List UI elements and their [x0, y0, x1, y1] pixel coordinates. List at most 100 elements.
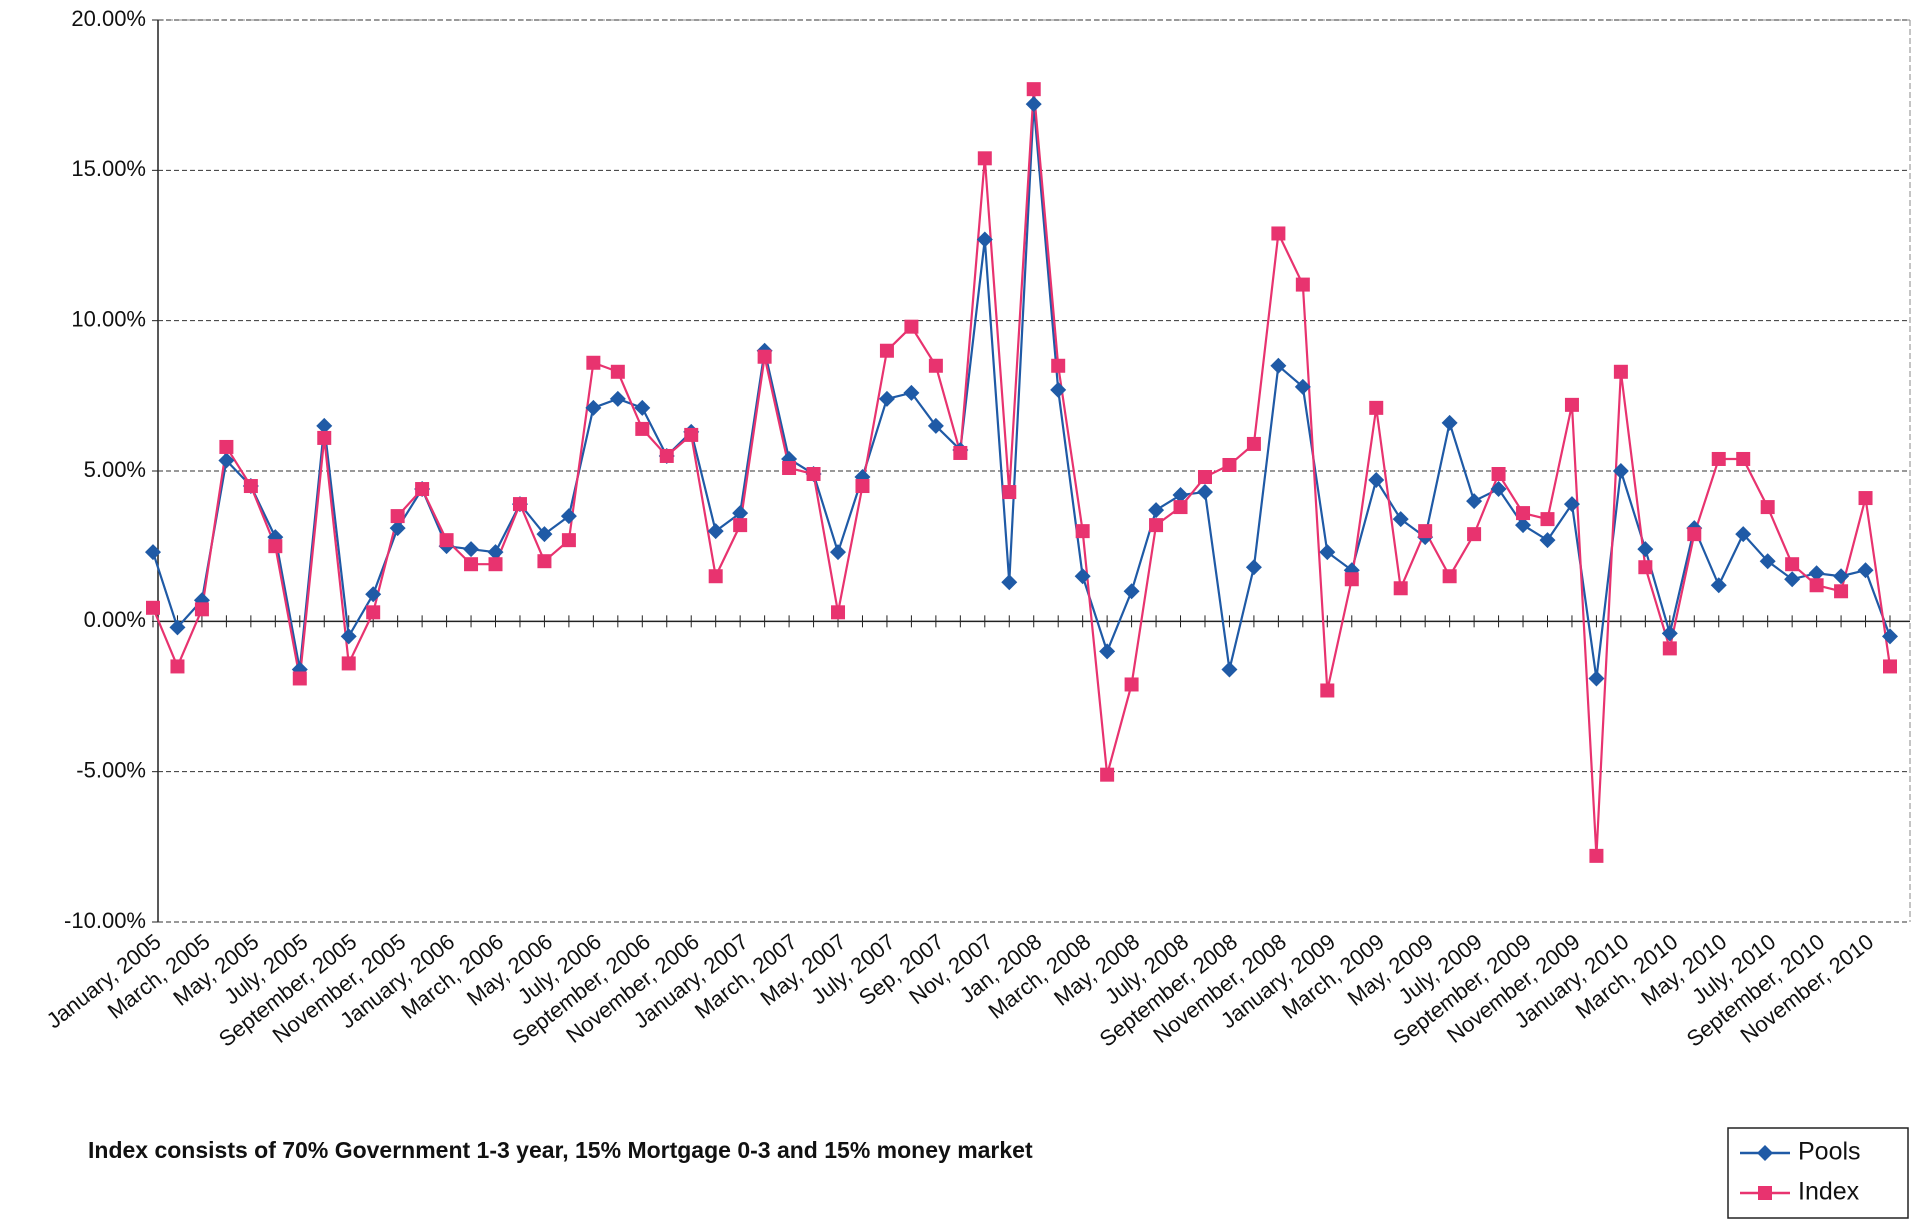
point: [1051, 358, 1066, 373]
point: [317, 430, 332, 445]
point: [904, 319, 919, 334]
point: [1271, 226, 1286, 241]
legend-label: Index: [1798, 1178, 1860, 1206]
point: [1710, 577, 1727, 594]
point: [684, 427, 699, 442]
point: [1735, 526, 1752, 543]
point: [1172, 487, 1189, 504]
point: [1882, 628, 1898, 645]
series-line: [151, 89, 1892, 856]
point: [1736, 451, 1751, 466]
point: [1320, 683, 1335, 698]
y-tick-label: 10.00%: [71, 306, 146, 331]
point: [1026, 82, 1041, 97]
point: [1442, 569, 1457, 584]
point: [1467, 527, 1482, 542]
point: [1687, 527, 1702, 542]
series-line: [151, 104, 1892, 679]
legend-box: [1727, 1127, 1909, 1219]
point: [1883, 659, 1897, 674]
point: [1393, 581, 1408, 596]
point: [1025, 96, 1042, 113]
y-tick-label: 20.00%: [71, 6, 146, 31]
point: [463, 541, 480, 558]
annotation: Index consists of 70% Government 1-3 yea…: [88, 1137, 1033, 1163]
point: [170, 659, 185, 674]
point: [1564, 397, 1579, 412]
point: [1124, 677, 1139, 692]
point: [1075, 524, 1090, 539]
point: [831, 605, 846, 620]
point: [1711, 451, 1726, 466]
point: [1369, 400, 1384, 415]
point: [1392, 511, 1409, 528]
point: [1784, 571, 1801, 588]
point: [219, 439, 234, 454]
point: [927, 417, 944, 434]
point: [1563, 496, 1580, 513]
point: [366, 605, 381, 620]
y-tick-label: -5.00%: [76, 757, 146, 782]
point: [1270, 357, 1287, 374]
point: [512, 497, 527, 512]
point: [609, 390, 626, 407]
point: [292, 671, 307, 686]
legend-marker: [1757, 1145, 1773, 1161]
point: [145, 544, 161, 561]
point: [1074, 568, 1091, 585]
y-tick-label: 0.00%: [84, 607, 146, 632]
point: [536, 526, 553, 543]
point: [1833, 568, 1850, 585]
point: [1637, 541, 1654, 558]
point: [1588, 670, 1605, 687]
point: [732, 505, 749, 522]
point: [1760, 500, 1775, 515]
point: [218, 452, 235, 469]
point: [341, 656, 356, 671]
point: [610, 364, 625, 379]
legend-marker: [1758, 1186, 1772, 1200]
point: [782, 460, 797, 475]
point: [1246, 436, 1261, 451]
point: [390, 509, 405, 524]
point: [561, 533, 576, 548]
point: [1539, 532, 1556, 549]
point: [806, 467, 821, 482]
point: [1001, 574, 1018, 591]
point: [1197, 470, 1212, 485]
point: [1441, 414, 1458, 431]
point: [146, 600, 160, 615]
point: [1319, 544, 1336, 561]
point: [1515, 517, 1532, 534]
point: [560, 508, 577, 525]
point: [1294, 378, 1311, 395]
point: [1123, 583, 1140, 600]
point: [488, 557, 503, 572]
point: [586, 355, 601, 370]
point: [1785, 557, 1800, 572]
point: [537, 554, 552, 569]
point: [1858, 491, 1873, 506]
point: [1099, 643, 1116, 660]
point: [878, 390, 895, 407]
point: [340, 628, 357, 645]
point: [1418, 524, 1433, 539]
point: [1662, 641, 1677, 656]
point: [316, 417, 333, 434]
point: [953, 445, 968, 460]
point: [1002, 485, 1017, 500]
point: [415, 482, 430, 497]
y-tick-label: -10.00%: [64, 908, 146, 933]
legend-label: Pools: [1798, 1138, 1861, 1166]
point: [830, 544, 847, 561]
point: [1759, 553, 1776, 570]
point: [389, 520, 406, 537]
point: [268, 539, 283, 554]
point: [169, 619, 186, 636]
y-tick-label: 5.00%: [84, 457, 146, 482]
point: [1661, 625, 1678, 642]
point: [1857, 562, 1874, 579]
y-tick-label: 15.00%: [71, 156, 146, 181]
point: [976, 231, 993, 248]
